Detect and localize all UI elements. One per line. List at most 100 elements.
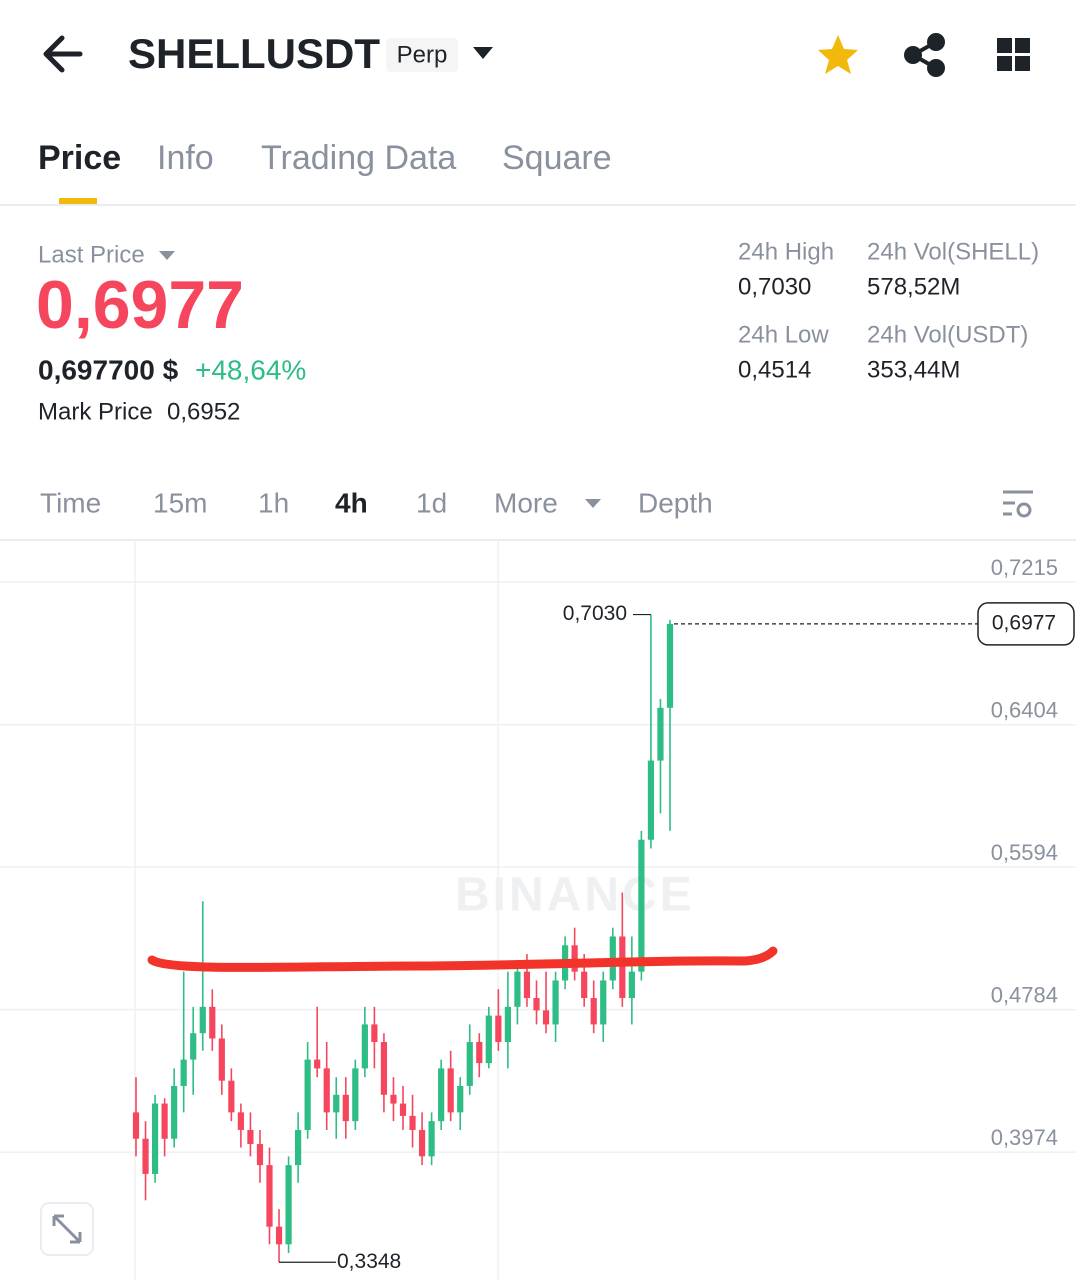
candle-body	[390, 1094, 397, 1104]
candle-body	[628, 971, 635, 999]
candle-body	[571, 945, 578, 972]
candle-body	[342, 1094, 349, 1122]
candle-body	[542, 1010, 550, 1025]
candle-body	[190, 1033, 197, 1060]
candle-body	[199, 1006, 206, 1034]
stat-value: 0,4514	[738, 356, 811, 383]
candle-body	[666, 623, 674, 708]
y-tick-label: 0,7215	[991, 555, 1058, 580]
candle-body	[171, 1085, 178, 1139]
tab[interactable]: Trading Data	[261, 139, 456, 177]
candle-body	[485, 1015, 492, 1064]
favorite-star[interactable]	[818, 35, 858, 74]
candle-body	[399, 1103, 407, 1116]
candle-body	[323, 1068, 330, 1113]
candle-body	[380, 1042, 388, 1095]
candle-body	[228, 1080, 235, 1113]
interval[interactable]: Depth	[638, 487, 713, 518]
candle-body	[619, 936, 626, 999]
candle-body	[180, 1059, 187, 1086]
watermark: BINANCE	[455, 869, 695, 922]
candle-body	[590, 998, 597, 1025]
stat-value: 353,44M	[867, 356, 960, 383]
candle-body	[657, 707, 664, 761]
candle-body	[237, 1112, 244, 1130]
candle-body	[333, 1094, 340, 1113]
low-marker-label: 0,3348	[337, 1250, 401, 1273]
candle-body	[295, 1129, 302, 1166]
candle-body	[209, 1006, 216, 1039]
stat-label: 24h Vol(SHELL)	[867, 238, 1039, 265]
y-tick-label: 0,4784	[991, 982, 1058, 1007]
candle-body	[266, 1165, 273, 1227]
candle-body	[495, 1015, 502, 1043]
candle-body	[647, 760, 655, 840]
mark-price-label: Mark Price	[38, 398, 153, 425]
caret	[159, 251, 175, 260]
stat-label: 24h Low	[738, 321, 829, 348]
candle-body	[457, 1085, 464, 1113]
candle-body	[371, 1024, 378, 1043]
last-price-label: 0,6977	[992, 611, 1056, 634]
candle-body	[638, 839, 645, 972]
candle-body	[142, 1138, 149, 1174]
candle-body	[600, 980, 607, 1025]
stat-value: 0,7030	[738, 273, 811, 300]
stat-label: 24h Vol(USDT)	[867, 321, 1028, 348]
candle-body	[466, 1042, 473, 1086]
candle-body	[352, 1068, 359, 1122]
candle-body	[447, 1068, 454, 1113]
caret	[585, 499, 601, 508]
candle-body	[132, 1112, 140, 1139]
candle-body	[514, 971, 521, 1007]
candle-body	[476, 1042, 483, 1064]
y-tick-label: 0,5594	[991, 840, 1058, 865]
candle-body	[275, 1226, 283, 1245]
share-button[interactable]	[904, 33, 945, 77]
candle-body	[304, 1059, 311, 1130]
last-price: 0,6977	[36, 267, 244, 343]
badge-bg	[386, 38, 458, 72]
interval[interactable]: 1h	[258, 487, 289, 518]
candle-chart: 0,7215 0,6404 0,5594 0,4784 0,3974 BINANCE 0,7…	[0, 555, 1076, 1273]
candle-body	[504, 1006, 511, 1043]
back-button[interactable]	[43, 35, 83, 73]
candle-body	[161, 1103, 168, 1139]
candle-body	[247, 1129, 254, 1145]
interval[interactable]: Time	[40, 487, 101, 518]
stat-label: 24h High	[738, 238, 834, 265]
candle-body	[361, 1024, 368, 1069]
candle-body	[418, 1129, 426, 1157]
candle-body	[438, 1068, 445, 1122]
chart-settings[interactable]	[1003, 490, 1033, 518]
mark-price: 0,6952	[167, 398, 240, 425]
candle-body	[285, 1165, 292, 1245]
candle-body	[523, 971, 531, 999]
candle-body	[533, 998, 540, 1011]
y-tick-label: 0,3974	[991, 1125, 1058, 1150]
candle-body	[256, 1144, 264, 1166]
interval[interactable]: 4h	[335, 487, 368, 518]
interval[interactable]: More	[494, 487, 558, 518]
perp-badge: Perp	[397, 41, 448, 68]
interval[interactable]: 1d	[416, 487, 447, 518]
high-marker-label: 0,7030	[563, 602, 627, 625]
tab[interactable]: Square	[502, 139, 612, 177]
tab[interactable]: Info	[157, 139, 214, 177]
grid-menu[interactable]	[997, 38, 1030, 71]
expand-icon	[52, 1214, 82, 1244]
candle-body	[552, 980, 559, 1025]
candle-body	[151, 1103, 159, 1174]
candle-body	[218, 1038, 225, 1081]
price-change: +48,64%	[195, 354, 306, 385]
interval[interactable]: 15m	[153, 487, 207, 518]
tab[interactable]: Price	[38, 139, 121, 177]
last-price-box	[977, 602, 1075, 646]
tab-indicator	[59, 198, 97, 204]
symbol-dropdown[interactable]	[473, 47, 493, 59]
last-price-label[interactable]: Last Price	[38, 241, 145, 268]
candle-body	[314, 1059, 321, 1069]
drawn-resistance-line	[147, 946, 778, 972]
